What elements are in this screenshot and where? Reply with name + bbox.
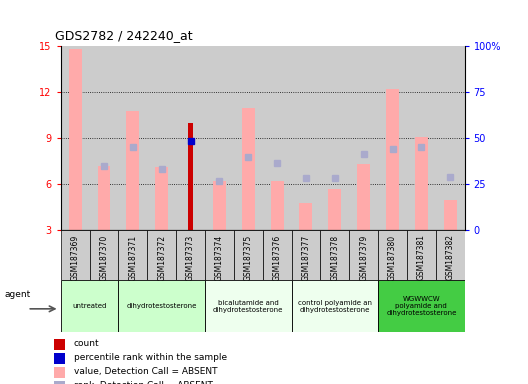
Text: GSM187375: GSM187375 [244,234,253,281]
Text: GSM187376: GSM187376 [272,234,281,281]
Bar [61,280,118,332]
Bar [61,46,90,230]
Bar [90,230,118,280]
Bar [262,230,291,280]
Text: GSM187373: GSM187373 [186,234,195,281]
Bar [176,46,205,230]
Bar [320,230,349,280]
Bar [242,108,254,230]
Bar [118,280,205,332]
Bar [407,46,436,230]
Bar [320,46,349,230]
Text: agent: agent [5,290,31,300]
Text: rank, Detection Call = ABSENT: rank, Detection Call = ABSENT [73,381,212,384]
Bar [407,230,436,280]
Text: GSM187382: GSM187382 [446,234,455,280]
Text: GSM187369: GSM187369 [71,234,80,281]
Bar [291,46,320,230]
Text: GSM187374: GSM187374 [215,234,224,281]
Bar [213,181,226,230]
Bar [118,46,147,230]
Bar [205,46,234,230]
Bar [118,230,147,280]
Text: value, Detection Call = ABSENT: value, Detection Call = ABSENT [73,367,217,376]
Bar [262,46,291,230]
Bar [155,167,168,230]
Text: GSM187372: GSM187372 [157,234,166,281]
Bar [386,89,399,230]
Bar [147,230,176,280]
Bar [357,164,370,230]
Bar [271,181,284,230]
Bar [299,203,313,230]
Bar [436,46,465,230]
Text: GSM187379: GSM187379 [359,234,368,281]
Bar [349,46,378,230]
Bar [90,46,118,230]
Text: bicalutamide and
dihydrotestosterone: bicalutamide and dihydrotestosterone [213,300,284,313]
Text: GSM187371: GSM187371 [128,234,137,281]
Bar [176,230,205,280]
Bar [205,230,234,280]
Bar [69,49,82,230]
Bar [54,367,65,378]
Bar [188,123,193,230]
Text: GSM187370: GSM187370 [99,234,108,281]
Bar [291,230,320,280]
Text: GSM187378: GSM187378 [331,234,340,281]
Bar [349,230,378,280]
Bar [234,230,263,280]
Bar [54,339,65,350]
Bar [378,280,465,332]
Text: count: count [73,339,99,348]
Text: GDS2782 / 242240_at: GDS2782 / 242240_at [55,29,193,42]
Bar [205,280,291,332]
Bar [378,46,407,230]
Text: dihydrotestosterone: dihydrotestosterone [127,303,197,309]
Bar [126,111,139,230]
Text: percentile rank within the sample: percentile rank within the sample [73,353,227,362]
Text: WGWWCW
polyamide and
dihydrotestosterone: WGWWCW polyamide and dihydrotestosterone [386,296,457,316]
Bar [98,166,110,230]
Text: GSM187380: GSM187380 [388,234,397,281]
Bar [328,189,341,230]
Bar [61,230,90,280]
Text: GSM187377: GSM187377 [301,234,310,281]
Bar [291,280,378,332]
Text: GSM187381: GSM187381 [417,234,426,280]
Bar [234,46,262,230]
Bar [444,200,457,230]
Text: control polyamide an
dihydrotestosterone: control polyamide an dihydrotestosterone [298,300,372,313]
Bar [147,46,176,230]
Text: untreated: untreated [72,303,107,309]
Bar [54,381,65,384]
Bar [436,230,465,280]
Bar [415,137,428,230]
Bar [54,353,65,364]
Bar [378,230,407,280]
